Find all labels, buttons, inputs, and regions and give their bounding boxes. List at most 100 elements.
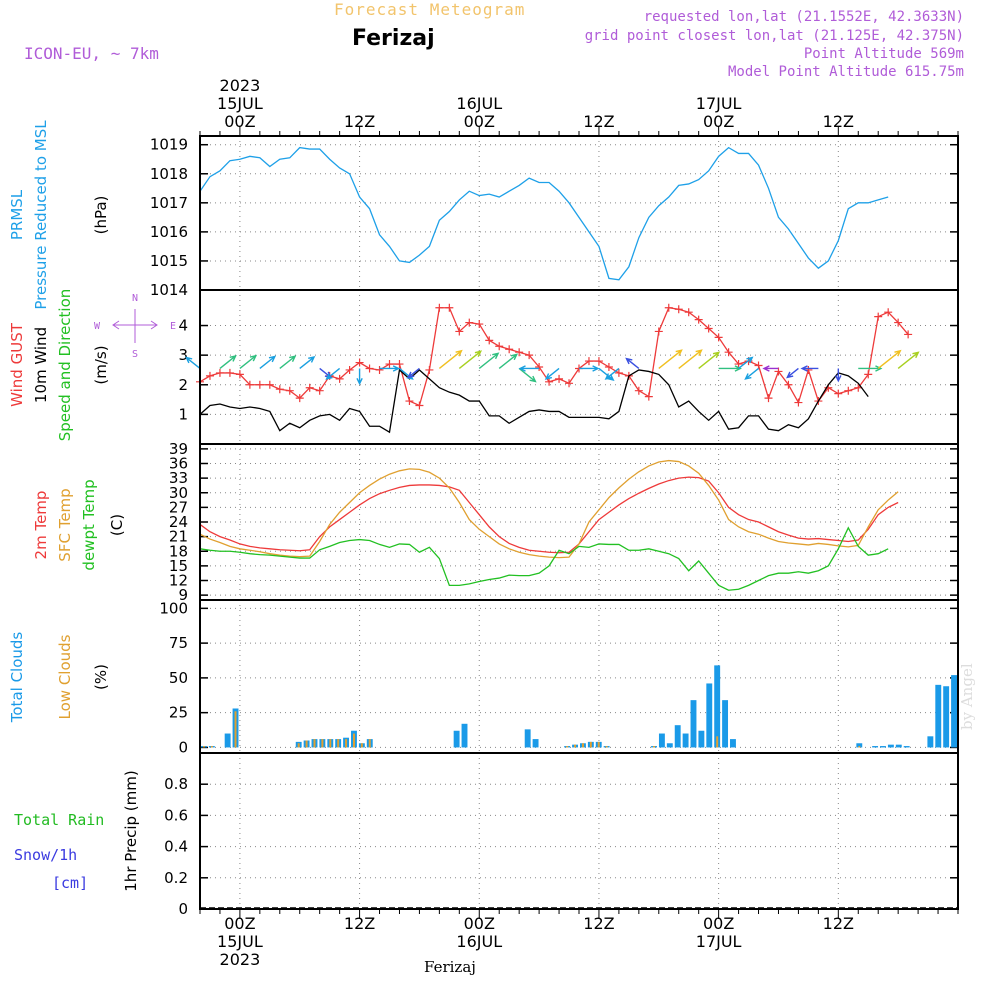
- bottom-time-label: 00Z: [224, 914, 255, 933]
- gust-point-marker: [265, 380, 274, 389]
- wind-direction-arrow: [438, 349, 463, 370]
- pressure-panel-frame: [199, 135, 959, 291]
- gust-point-marker: [894, 318, 903, 327]
- top-time-label: 17JUL: [696, 94, 742, 113]
- wind-direction-arrow: [698, 351, 721, 370]
- compass-s-label: S: [132, 349, 138, 360]
- wind-y-axis-label: (m/s): [92, 345, 110, 384]
- temperature-y-axis-label: (C): [108, 514, 126, 536]
- gust-point-marker: [644, 392, 653, 401]
- gust-point-marker: [674, 305, 683, 314]
- gust-point-marker: [235, 370, 244, 379]
- wind-direction-arrow: [718, 365, 742, 372]
- top-time-label: 16JUL: [456, 94, 502, 113]
- gust-point-marker: [535, 363, 544, 371]
- gust-point-marker: [215, 368, 224, 377]
- wind-direction-arrow: [239, 354, 258, 370]
- top-time-label: 12Z: [583, 112, 614, 131]
- precip-y-axis-label: 1hr Precip (mm): [122, 770, 140, 891]
- series-line-wind-gust: [199, 307, 909, 407]
- wind-direction-arrow: [325, 367, 341, 380]
- low-cloud-bar: [581, 743, 584, 748]
- pressure-legend-label: Pressure Reduced to MSL: [32, 120, 50, 310]
- total-cloud-bar: [682, 733, 689, 748]
- y-tick-label: 2: [178, 376, 188, 394]
- precip-snow-unit-label: [cm]: [52, 874, 88, 892]
- y-tick-label: 1018: [150, 165, 188, 183]
- total-cloud-bar: [856, 743, 863, 748]
- gust-point-marker: [904, 330, 913, 339]
- low-cloud-bar: [210, 746, 213, 748]
- low-cloud-bar: [313, 739, 316, 748]
- gust-point-marker: [375, 365, 384, 374]
- temperature-legend-label: SFC Temp: [56, 488, 74, 561]
- low-cloud-bar: [345, 739, 348, 748]
- low-cloud-bar: [597, 741, 600, 748]
- gust-point-marker: [684, 308, 693, 317]
- compass-n-label: N: [132, 293, 138, 304]
- watermark: by Angel: [958, 663, 976, 730]
- gust-point-marker: [255, 380, 264, 389]
- y-tick-label: 30: [169, 484, 188, 502]
- wind-direction-arrow: [498, 353, 519, 370]
- chart-location-title: Ferizaj: [352, 26, 435, 51]
- wind-direction-arrow: [299, 356, 316, 370]
- compass-e-label: E: [170, 321, 176, 332]
- bottom-time-label: 12Z: [344, 914, 375, 933]
- y-tick-label: 0.8: [164, 775, 188, 793]
- total-cloud-bar: [453, 730, 460, 748]
- point-altitude: Point Altitude 569m: [803, 46, 964, 62]
- top-time-label: 2023: [220, 76, 261, 95]
- total-cloud-bar: [903, 746, 910, 748]
- gust-point-marker: [714, 333, 723, 342]
- gust-point-marker: [475, 320, 484, 329]
- series-line-dewpt-temp: [199, 526, 889, 591]
- y-tick-label: 1015: [150, 252, 188, 270]
- wind-direction-arrow: [478, 352, 500, 370]
- temperature-panel-frame: [199, 443, 959, 601]
- gust-point-marker: [834, 389, 843, 398]
- grid-point-coords: grid point closest lon,lat (21.125E, 42.…: [584, 28, 964, 44]
- wind-legend-label: 10m Wind: [32, 327, 50, 403]
- gust-point-marker: [724, 348, 733, 357]
- low-cloud-bar: [589, 741, 592, 748]
- gust-point-marker: [275, 385, 284, 394]
- y-tick-label: 0: [178, 900, 188, 918]
- gust-point-marker: [704, 324, 713, 333]
- gust-point-marker: [515, 348, 524, 357]
- gust-point-marker: [445, 303, 454, 312]
- top-time-label: 12Z: [823, 112, 854, 131]
- gust-point-marker: [285, 386, 294, 395]
- wind-direction-arrow: [897, 351, 920, 370]
- gust-point-marker: [335, 374, 344, 383]
- gust-point-marker: [495, 342, 504, 351]
- gust-point-marker: [764, 394, 773, 403]
- bottom-time-label: 12Z: [823, 914, 854, 933]
- wind-direction-arrow: [658, 349, 683, 370]
- wind-direction-arrow: [185, 356, 201, 370]
- y-tick-label: 36: [169, 455, 188, 473]
- total-cloud-bar: [951, 675, 957, 748]
- y-tick-label: 50: [169, 669, 188, 687]
- low-cloud-bar: [653, 746, 655, 748]
- bottom-time-label: 16JUL: [456, 932, 502, 951]
- total-cloud-bar: [880, 746, 886, 748]
- low-cloud-bar: [605, 746, 608, 748]
- gust-point-marker: [594, 357, 603, 366]
- total-cloud-bar: [461, 723, 468, 748]
- wind-direction-arrow: [762, 365, 779, 372]
- total-cloud-bar: [658, 733, 665, 748]
- gust-point-marker: [355, 358, 364, 367]
- bottom-time-label: 15JUL: [217, 932, 263, 951]
- gust-point-marker: [525, 351, 534, 360]
- total-cloud-bar: [674, 725, 681, 748]
- total-cloud-bar: [887, 744, 894, 748]
- wind-panel: 1 2 3 4 N S W E Wind GUST 10m Wind Speed and Direc…: [8, 289, 959, 445]
- gust-point-marker: [794, 398, 803, 407]
- gust-point-marker: [864, 370, 873, 379]
- gust-point-marker: [415, 401, 424, 410]
- wind-direction-arrow: [744, 367, 759, 380]
- wind-direction-arrow: [738, 356, 754, 370]
